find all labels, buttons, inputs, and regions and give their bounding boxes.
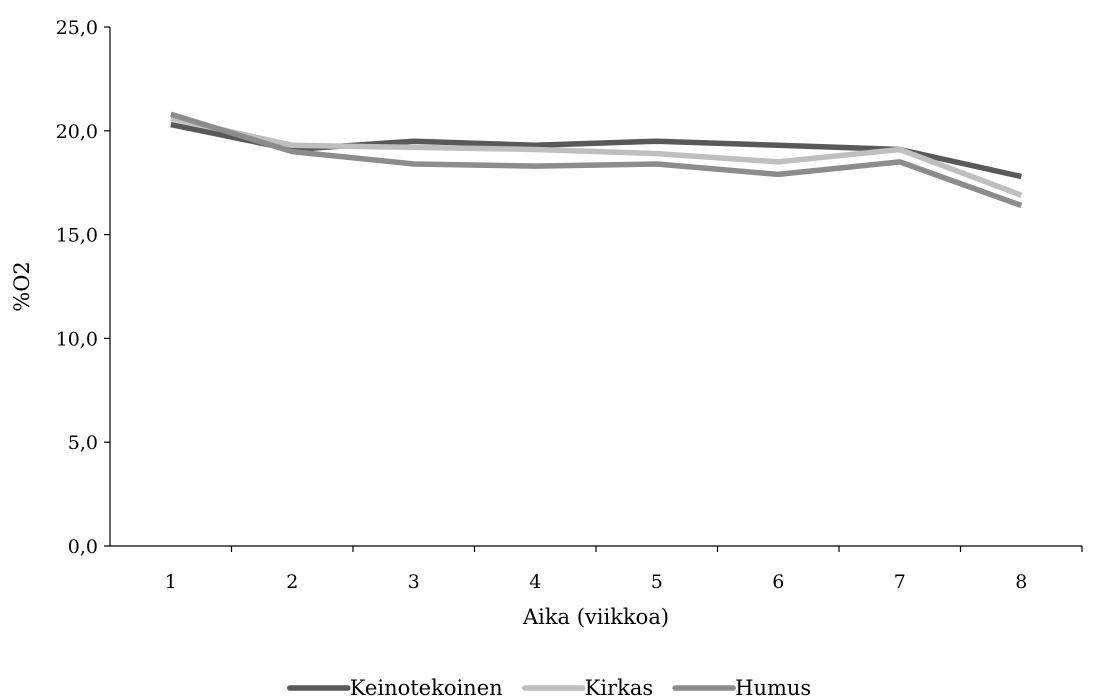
x-tick-label: 6 xyxy=(772,571,784,593)
y-axis-title: %O2 xyxy=(10,261,34,312)
y-tick-label: 0,0 xyxy=(68,536,98,558)
legend: Keinotekoinen Kirkas Humus xyxy=(287,676,811,698)
series-lines xyxy=(169,111,1023,209)
x-axis-title: Aika (viikkoa) xyxy=(522,605,669,629)
y-tick-label: 15,0 xyxy=(56,225,98,247)
x-tick-label: 5 xyxy=(651,571,663,593)
x-tick-label: 3 xyxy=(408,571,420,593)
x-tick-label: 7 xyxy=(894,571,906,593)
series-line-kirkas xyxy=(170,115,1023,198)
axes xyxy=(109,27,1082,547)
x-tick-label: 8 xyxy=(1015,571,1027,593)
y-tick-label: 25,0 xyxy=(56,17,98,39)
y-tick-label: 10,0 xyxy=(56,328,98,350)
x-tick-label: 4 xyxy=(529,571,541,593)
y-tick-label: 20,0 xyxy=(56,121,98,143)
legend-label: Humus xyxy=(735,676,811,698)
x-tick-label: 2 xyxy=(286,571,298,593)
legend-label: Keinotekoinen xyxy=(350,676,503,698)
legend-label: Kirkas xyxy=(585,676,653,698)
x-axis-ticks: 1 2 3 4 5 6 7 8 xyxy=(165,546,1083,593)
y-tick-label: 5,0 xyxy=(68,432,98,454)
y-axis-ticks: 0,0 5,0 10,0 15,0 20,0 25,0 xyxy=(56,17,110,558)
series-line-humus xyxy=(169,111,1023,209)
x-tick-label: 1 xyxy=(165,571,177,593)
